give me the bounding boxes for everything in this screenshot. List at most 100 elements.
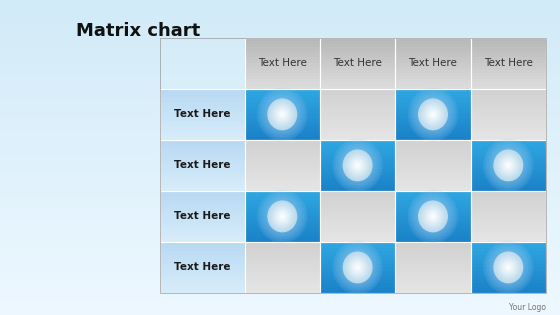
Bar [0,209,560,213]
Bar [160,242,245,293]
Bar [320,271,395,274]
Bar [320,287,395,290]
Ellipse shape [356,266,359,269]
Bar [395,264,470,267]
Ellipse shape [272,103,293,126]
Bar [245,248,320,251]
Ellipse shape [497,255,520,280]
Ellipse shape [279,213,286,220]
Bar [245,38,320,89]
Bar [245,165,320,169]
Ellipse shape [335,141,381,190]
Bar [395,284,470,287]
Bar [395,63,470,66]
Ellipse shape [353,160,363,171]
Bar [245,236,320,239]
Bar [470,210,546,213]
Ellipse shape [272,206,292,227]
Bar [320,251,395,255]
Bar [320,83,395,86]
Bar [395,181,470,185]
Ellipse shape [261,92,304,137]
Bar [320,169,395,172]
Bar [245,216,320,220]
Bar [470,172,546,175]
Bar [470,274,546,277]
Bar [245,213,320,216]
Bar [245,261,320,264]
Bar [470,169,546,172]
Ellipse shape [349,258,366,277]
Ellipse shape [428,109,438,120]
Ellipse shape [432,215,435,218]
Ellipse shape [350,157,366,174]
Ellipse shape [419,100,446,129]
Bar [320,41,395,44]
Bar [320,181,395,185]
Bar [160,101,245,105]
Bar [160,169,245,172]
Ellipse shape [259,90,305,139]
Ellipse shape [279,111,286,118]
Ellipse shape [420,203,446,230]
Bar [245,101,320,105]
Bar [245,140,320,191]
Text: Matrix chart: Matrix chart [76,22,200,40]
Bar [245,121,320,124]
Bar [245,130,320,134]
Bar [0,154,560,158]
Bar [395,121,470,124]
Ellipse shape [425,106,441,123]
Bar [395,178,470,181]
Ellipse shape [333,139,382,192]
Bar [470,248,546,251]
Ellipse shape [507,266,510,269]
Bar [320,194,395,197]
Bar [395,274,470,277]
Ellipse shape [500,258,517,277]
Ellipse shape [486,141,531,190]
Bar [160,140,245,143]
Bar [245,239,320,242]
Bar [160,89,245,92]
Bar [395,255,470,258]
Bar [320,239,395,242]
Bar [320,267,395,271]
Bar [0,16,560,20]
Ellipse shape [498,154,519,177]
Bar [395,287,470,290]
Bar [245,191,320,242]
Ellipse shape [356,163,360,168]
Bar [470,156,546,159]
Bar [0,197,560,201]
Bar [0,264,560,268]
Bar [395,76,470,79]
Bar [320,98,395,101]
Ellipse shape [500,156,517,175]
Bar [470,63,546,66]
Text: Text Here: Text Here [174,262,230,272]
Ellipse shape [335,243,381,292]
Bar [470,44,546,47]
Ellipse shape [412,92,454,137]
Bar [160,146,245,149]
Ellipse shape [426,107,440,122]
Bar [470,121,546,124]
Ellipse shape [408,190,458,243]
Bar [245,229,320,232]
Ellipse shape [281,113,284,116]
Bar [0,252,560,256]
Bar [470,261,546,264]
Bar [245,194,320,197]
Bar [0,224,560,228]
Bar [245,83,320,86]
Ellipse shape [266,97,298,131]
Ellipse shape [420,100,446,128]
Bar [160,267,245,271]
Bar [245,152,320,156]
Ellipse shape [274,106,290,123]
Bar [470,127,546,130]
Ellipse shape [337,245,379,290]
Bar [395,47,470,50]
Bar [395,101,470,105]
